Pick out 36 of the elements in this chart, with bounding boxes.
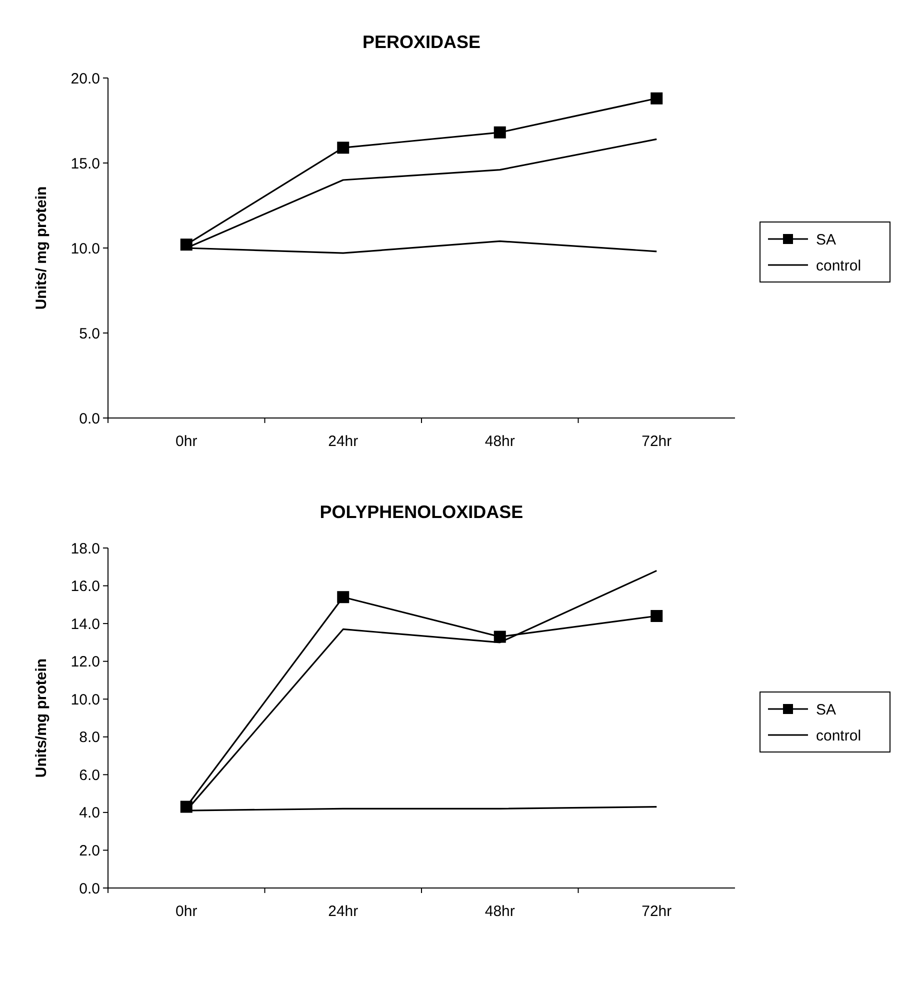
y-tick-label: 16.0 <box>70 578 100 596</box>
y-tick-label: 0.0 <box>79 410 100 428</box>
y-tick-label: 2.0 <box>79 842 100 860</box>
y-tick-label: 4.0 <box>79 804 100 822</box>
point <box>337 591 350 604</box>
legend-label: SA <box>816 231 836 248</box>
point <box>337 142 350 154</box>
y-tick-label: 12.0 <box>70 654 100 671</box>
y-tick-label: 8.0 <box>79 729 100 746</box>
x-tick-label: 48hr <box>484 433 515 450</box>
y-tick-label: 10.0 <box>70 691 100 708</box>
y-tick-label: 14.0 <box>70 616 100 633</box>
y-tick-label: 15.0 <box>70 155 100 172</box>
x-tick-label: 24hr <box>328 903 358 920</box>
x-tick-label: 0hr <box>176 433 198 450</box>
y-tick-label: 18.0 <box>70 540 100 558</box>
x-tick-label: 24hr <box>328 433 358 450</box>
x-tick-label: 0hr <box>176 903 198 920</box>
y-axis-title: Units/ mg protein <box>33 186 50 310</box>
y-tick-label: 20.0 <box>70 70 100 88</box>
x-tick-label: 72hr <box>642 903 672 920</box>
legend-label: control <box>816 727 862 744</box>
legend-label: control <box>816 257 862 274</box>
point <box>650 92 663 104</box>
y-tick-label: 10.0 <box>70 240 100 258</box>
legend-label: SA <box>816 701 836 718</box>
y-tick-label: 0.0 <box>79 880 100 898</box>
x-tick-label: 72hr <box>642 433 672 450</box>
y-tick-label: 6.0 <box>79 766 100 784</box>
chart-title: PEROXIDASE <box>362 32 481 52</box>
point <box>494 126 506 138</box>
y-axis-title: Units/mg protein <box>33 658 50 778</box>
chart-title: POLYPHENOLOXIDASE <box>320 502 524 522</box>
point <box>650 610 663 622</box>
x-tick-label: 48hr <box>484 903 515 920</box>
y-tick-label: 5.0 <box>79 325 100 342</box>
